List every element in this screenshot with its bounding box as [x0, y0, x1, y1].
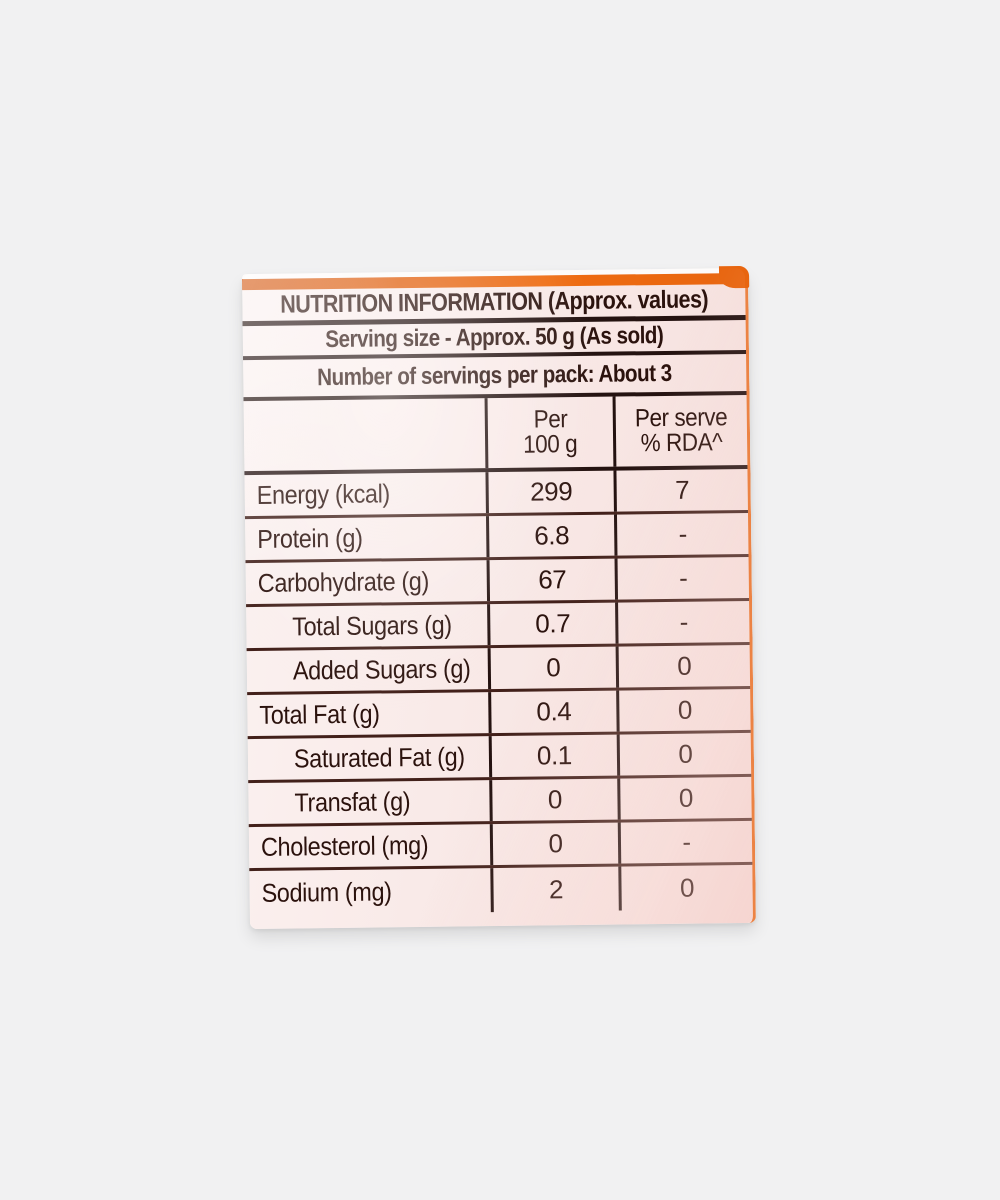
table-body: Energy (kcal) 299 7 Protein (g) 6.8 - Ca…	[244, 468, 753, 916]
table-row: Sodium (mg) 2 0	[249, 865, 753, 916]
per-serve-rda-value: -	[678, 562, 688, 593]
nutrient-name: Total Fat (g)	[259, 698, 380, 730]
nutrient-name-cell: Cholesterol (mg)	[248, 824, 494, 869]
package-corner	[718, 265, 750, 289]
table-row: Protein (g) 6.8 -	[245, 512, 749, 564]
per-100g-value: 0	[492, 778, 621, 822]
header-per-100g-line2: 100 g	[523, 430, 578, 459]
per-serve-rda-value: 0	[678, 738, 693, 769]
nutrient-name-cell: Total Fat (g)	[247, 692, 492, 737]
table-row: Cholesterol (mg) 0 -	[248, 820, 753, 872]
nutrient-name-cell: Protein (g)	[245, 516, 490, 561]
table-row: Transfat (g) 0 0	[248, 776, 752, 828]
nutrient-name: Cholesterol (mg)	[260, 829, 429, 862]
nutrient-name: Added Sugars (g)	[292, 653, 471, 686]
table-header-row: Per 100 g Per serve % RDA^	[243, 394, 748, 476]
table-row: Carbohydrate (g) 67 -	[245, 556, 750, 608]
nutrition-title: NUTRITION INFORMATION (Approx. values)	[279, 285, 708, 319]
nutrient-name: Saturated Fat (g)	[293, 741, 465, 774]
nutrient-name: Energy (kcal)	[256, 478, 391, 510]
nutrient-name-cell: Energy (kcal)	[244, 472, 489, 517]
table-row: Energy (kcal) 299 7	[244, 468, 748, 520]
per-100g-value: 2	[493, 866, 622, 913]
per-100g-value: 299	[488, 470, 617, 514]
per-serve-rda-value: 0	[677, 694, 693, 725]
nutrient-name-cell: Sodium (mg)	[249, 868, 494, 916]
header-per-100g-line1: Per	[533, 404, 568, 434]
servings-per-pack-row: Number of servings per pack: About 3	[243, 353, 747, 402]
nutrient-name: Sodium (mg)	[261, 875, 392, 908]
per-100g-value: 0	[490, 646, 620, 690]
table-row: Total Sugars (g) 0.7 -	[246, 600, 750, 652]
nutrient-name: Carbohydrate (g)	[257, 565, 430, 598]
table-row: Added Sugars (g) 0 0	[246, 644, 751, 696]
header-per-serve-line1: Per serve	[635, 402, 728, 432]
per-100g-value: 67	[489, 558, 619, 602]
per-serve-rda-value: 0	[678, 782, 694, 813]
per-100g-value: 6.8	[488, 514, 618, 558]
per-serve-rda-value: -	[679, 606, 689, 637]
nutrient-name: Protein (g)	[257, 522, 363, 554]
per-serve-rda-value: 0	[677, 650, 692, 681]
per-100g-value: 0.1	[491, 734, 621, 778]
nutrient-name-cell: Added Sugars (g)	[246, 648, 492, 693]
nutrition-table: Per 100 g Per serve % RDA^ Energy (kcal)…	[243, 394, 753, 916]
per-serve-rda-value: -	[678, 518, 688, 549]
nutrition-title-row: NUTRITION INFORMATION (Approx. values)	[242, 283, 746, 327]
header-per-100g: Per 100 g	[487, 396, 617, 469]
per-100g-value: 0.7	[490, 602, 619, 646]
serving-size-text: Serving size - Approx. 50 g (As sold)	[325, 321, 664, 354]
nutrient-name-cell: Transfat (g)	[248, 780, 493, 825]
nutrition-label: NUTRITION INFORMATION (Approx. values) S…	[242, 265, 756, 930]
per-serve-rda-value: -	[682, 826, 691, 857]
table-row: Saturated Fat (g) 0.1 0	[247, 732, 752, 784]
nutrient-name-cell: Saturated Fat (g)	[247, 736, 493, 781]
nutrient-name: Transfat (g)	[294, 786, 411, 818]
nutrient-name: Total Sugars (g)	[292, 609, 452, 642]
per-100g-value: 0.4	[491, 690, 620, 734]
per-100g-value: 0	[492, 822, 622, 866]
table-row: Total Fat (g) 0.4 0	[247, 688, 751, 740]
per-serve-rda-value: 0	[679, 872, 695, 903]
nutrient-name-cell: Carbohydrate (g)	[245, 560, 491, 605]
servings-per-pack-text: Number of servings per pack: About 3	[317, 359, 673, 391]
nutrient-name-cell: Total Sugars (g)	[246, 604, 491, 649]
header-per-serve-line2: % RDA^	[640, 428, 723, 458]
header-blank-cell	[243, 398, 489, 472]
per-serve-rda-value: 7	[674, 474, 690, 505]
header-per-serve-rda: Per serve % RDA^	[616, 395, 748, 467]
